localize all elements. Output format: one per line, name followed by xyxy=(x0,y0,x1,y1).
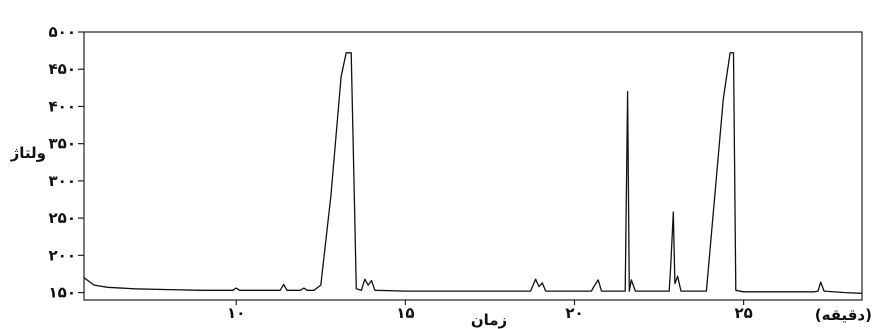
y-tick-label: ۲۵۰ xyxy=(49,209,76,227)
x-tick-label: ۲۰ xyxy=(565,304,583,322)
y-tick-label: ۱۵۰ xyxy=(49,284,76,302)
x-tick-label: ۱۰ xyxy=(227,304,245,322)
y-tick-label: ۴۰۰ xyxy=(49,97,76,115)
x-axis-ticks: ۱۰ ۱۵ ۲۰ ۲۵ xyxy=(227,300,753,322)
y-tick-label: ۲۰۰ xyxy=(49,246,76,264)
y-tick-label: ۳۵۰ xyxy=(49,135,76,153)
plot-border xyxy=(83,31,863,301)
y-tick-label: ۴۵۰ xyxy=(49,60,76,78)
chromatogram-trace xyxy=(83,52,863,294)
plot-frame xyxy=(83,31,863,301)
y-tick-label: ۵۰۰ xyxy=(49,23,76,41)
y-axis-ticks: ۱۵۰ ۲۰۰ ۲۵۰ ۳۰۰ ۳۵۰ ۴۰۰ ۴۵۰ ۵۰۰ xyxy=(49,23,84,302)
x-axis-label: زمان xyxy=(471,311,507,329)
y-axis-label: ولتاژ xyxy=(10,144,46,162)
x-axis-unit: (دقیقه) xyxy=(815,306,872,324)
series-layer xyxy=(83,52,863,294)
y-tick-label: ۳۰۰ xyxy=(49,172,76,190)
x-tick-label: ۱۵ xyxy=(396,304,414,322)
x-tick-label: ۲۵ xyxy=(734,304,752,322)
